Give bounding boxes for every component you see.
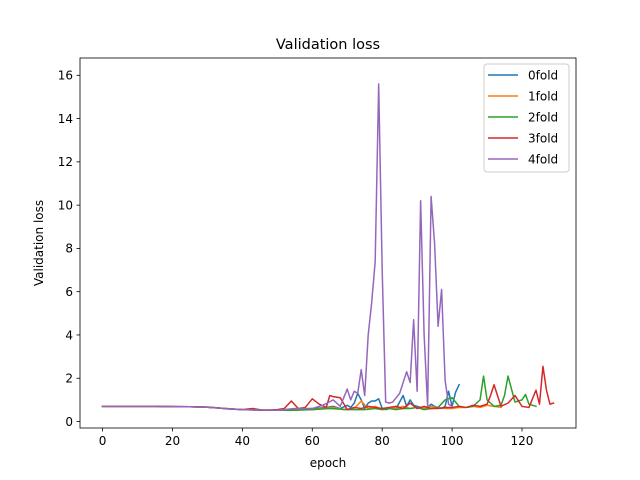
- x-axis: 0 20 40 60 80 100 120: [99, 428, 534, 448]
- legend-label-3fold: 3fold: [528, 131, 558, 145]
- x-tick-label: 0: [99, 434, 107, 448]
- y-tick-label: 14: [58, 112, 73, 126]
- plot-frame: [79, 57, 577, 429]
- x-tick-label: 80: [375, 434, 390, 448]
- x-axis-label: epoch: [310, 456, 347, 470]
- legend-label-1fold: 1fold: [528, 89, 558, 103]
- legend-label-4fold: 4fold: [528, 152, 558, 166]
- y-tick-label: 6: [65, 285, 73, 299]
- legend-box: [483, 63, 570, 173]
- legend-label-2fold: 2fold: [528, 110, 558, 124]
- x-tick-label: 100: [441, 434, 464, 448]
- legend: 0fold 1fold 2fold 3fold 4fold: [483, 63, 570, 173]
- y-tick-label: 2: [65, 372, 73, 386]
- x-tick-label: 20: [165, 434, 180, 448]
- y-tick-label: 0: [65, 415, 73, 429]
- x-tick-label: 120: [511, 434, 534, 448]
- y-tick-label: 10: [58, 198, 73, 212]
- y-axis: 0 2 4 6 8 10 12 14 16: [58, 69, 80, 429]
- y-tick-label: 16: [58, 69, 73, 83]
- y-tick-label: 12: [58, 155, 73, 169]
- x-tick-label: 40: [235, 434, 250, 448]
- legend-label-0fold: 0fold: [528, 68, 558, 82]
- y-axis-label: Validation loss: [32, 200, 46, 286]
- x-tick-label: 60: [305, 434, 320, 448]
- y-tick-label: 4: [65, 328, 73, 342]
- plot-area: [79, 57, 577, 429]
- series-lines: [101, 83, 555, 412]
- series-line-4fold: [101, 83, 454, 412]
- chart-title: Validation loss: [276, 37, 380, 53]
- y-tick-label: 8: [65, 242, 73, 256]
- series-line-3fold: [101, 365, 555, 412]
